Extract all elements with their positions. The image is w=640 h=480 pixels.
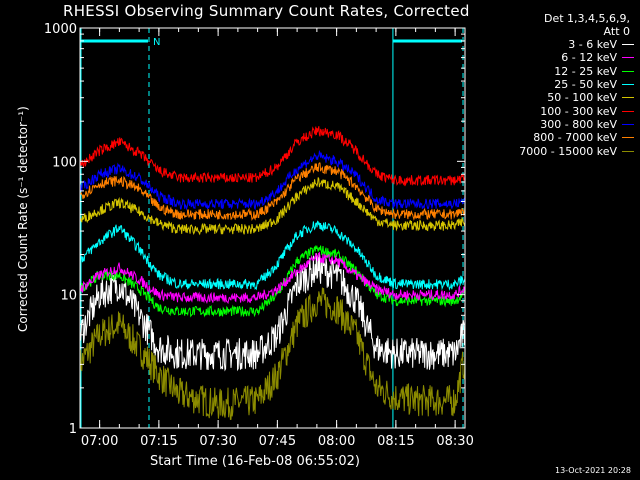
series-line-5 <box>79 126 466 187</box>
legend-label: 7000 - 15000 keV <box>519 144 617 158</box>
timestamp: 13-Oct-2021 20:28 <box>555 466 631 475</box>
x-tick-label: 07:00 <box>81 434 118 449</box>
series-line-0 <box>79 252 466 372</box>
legend-swatch <box>622 97 634 99</box>
series-line-3 <box>79 220 466 292</box>
legend-swatch <box>622 84 634 86</box>
legend-label: 6 - 12 keV <box>561 51 617 65</box>
y-axis-label: Corrected Count Rate (s⁻¹ detector⁻¹) <box>16 106 30 332</box>
legend-entry: 3 - 6 keV <box>478 38 638 51</box>
x-tick-label: 08:30 <box>436 434 473 449</box>
legend-entry: 300 - 800 keV <box>478 118 638 131</box>
y-tick-label: 10 <box>60 289 77 304</box>
x-axis-label: Start Time (16-Feb-08 06:55:02) <box>150 454 360 469</box>
legend-swatch <box>622 110 634 112</box>
legend-swatch <box>622 57 634 59</box>
y-tick-label: 1 <box>69 422 77 437</box>
legend-label: 800 - 7000 keV <box>533 131 617 145</box>
legend-label: 50 - 100 keV <box>547 91 617 105</box>
legend-header-line-1: Det 1,3,4,5,6,9, <box>543 12 630 25</box>
legend-label: 100 - 300 keV <box>540 104 617 118</box>
series-line-8 <box>79 287 466 420</box>
legend-label: 12 - 25 keV <box>554 64 617 78</box>
legend-entry: 7000 - 15000 keV <box>478 144 638 158</box>
axes-frame <box>79 27 466 429</box>
legend: Det 1,3,4,5,6,9, Att 0 3 - 6 keV 6 - 12 k… <box>478 12 638 158</box>
legend-entry: 800 - 7000 keV <box>478 131 638 144</box>
legend-entry: 12 - 25 keV <box>478 65 638 78</box>
chart-title: RHESSI Observing Summary Count Rates, Co… <box>63 2 470 20</box>
legend-swatch <box>622 137 634 139</box>
series-line-1 <box>79 251 466 305</box>
series-line-6 <box>79 149 466 211</box>
legend-entry: 25 - 50 keV <box>478 78 638 91</box>
x-tick-label: 08:00 <box>318 434 355 449</box>
legend-header-line-2: Att 0 <box>603 25 630 38</box>
x-tick-label: 07:15 <box>140 434 177 449</box>
legend-swatch <box>622 150 634 152</box>
x-tick-label: 07:45 <box>259 434 296 449</box>
night-label: N <box>153 37 160 48</box>
legend-entry: 6 - 12 keV <box>478 51 638 64</box>
series-line-7 <box>79 162 466 221</box>
y-tick-label: 100 <box>52 155 77 170</box>
legend-label: 300 - 800 keV <box>540 117 617 131</box>
legend-entry: 100 - 300 keV <box>478 104 638 118</box>
legend-label: 25 - 50 keV <box>554 78 617 92</box>
legend-entry: 50 - 100 keV <box>478 91 638 104</box>
legend-swatch <box>622 123 634 125</box>
legend-swatch <box>622 44 634 46</box>
legend-swatch <box>622 70 634 72</box>
x-tick-label: 07:30 <box>199 434 236 449</box>
legend-label: 3 - 6 keV <box>568 38 617 52</box>
series-line-4 <box>79 177 466 236</box>
x-tick-label: 08:15 <box>377 434 414 449</box>
y-tick-label: 1000 <box>44 22 77 37</box>
